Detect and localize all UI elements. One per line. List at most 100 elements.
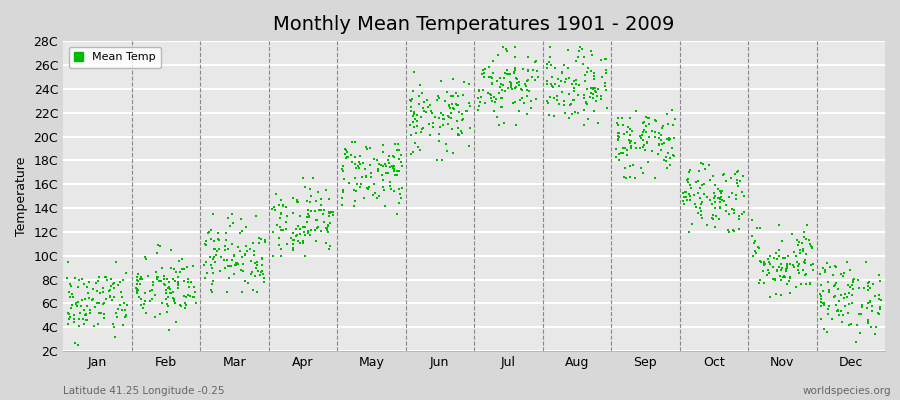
Point bbox=[730, 169, 744, 175]
Point bbox=[161, 294, 176, 300]
Point bbox=[185, 294, 200, 300]
Point bbox=[737, 193, 751, 199]
Point bbox=[279, 219, 293, 226]
Point bbox=[326, 209, 340, 216]
Point bbox=[540, 65, 554, 71]
Point bbox=[83, 310, 97, 316]
Point bbox=[266, 204, 281, 210]
Point bbox=[714, 190, 728, 196]
Point bbox=[376, 177, 391, 184]
Point bbox=[843, 267, 858, 273]
Point bbox=[688, 204, 703, 210]
Point bbox=[711, 186, 725, 192]
Point bbox=[617, 145, 632, 152]
Point bbox=[412, 101, 427, 108]
Point bbox=[634, 135, 648, 142]
Point bbox=[257, 274, 272, 281]
Point bbox=[166, 266, 181, 272]
Point bbox=[750, 225, 764, 232]
Point bbox=[79, 302, 94, 309]
Point bbox=[301, 214, 315, 220]
Point bbox=[244, 258, 258, 264]
Point bbox=[188, 288, 202, 295]
Point bbox=[132, 294, 147, 300]
Point bbox=[478, 65, 492, 72]
Point bbox=[106, 320, 121, 327]
Point bbox=[82, 278, 96, 285]
Point bbox=[72, 310, 86, 316]
Point bbox=[749, 249, 763, 256]
Point bbox=[254, 236, 268, 242]
Point bbox=[779, 260, 794, 267]
Point bbox=[708, 198, 723, 205]
Point bbox=[80, 284, 94, 290]
Point bbox=[727, 228, 742, 234]
Point bbox=[223, 222, 238, 229]
Point bbox=[635, 170, 650, 176]
Point bbox=[508, 44, 522, 50]
Point bbox=[814, 303, 828, 310]
Point bbox=[176, 292, 191, 299]
Point bbox=[519, 92, 534, 99]
Point bbox=[145, 287, 159, 293]
Point bbox=[624, 174, 638, 180]
Point bbox=[661, 121, 675, 127]
Point bbox=[678, 189, 692, 195]
Point bbox=[609, 146, 624, 152]
Point bbox=[791, 242, 806, 248]
Point bbox=[873, 304, 887, 310]
Point bbox=[75, 297, 89, 304]
Point bbox=[286, 246, 301, 253]
Point bbox=[74, 302, 88, 309]
Point bbox=[222, 263, 237, 270]
Point bbox=[831, 286, 845, 292]
Point bbox=[851, 277, 866, 283]
Point bbox=[220, 246, 235, 252]
Point bbox=[295, 224, 310, 230]
Point bbox=[406, 88, 420, 95]
Point bbox=[623, 162, 637, 169]
Point bbox=[561, 46, 575, 53]
Point bbox=[623, 138, 637, 144]
Point bbox=[684, 184, 698, 191]
Point bbox=[449, 90, 464, 96]
Point bbox=[133, 275, 148, 282]
Point bbox=[569, 58, 583, 64]
Point bbox=[624, 138, 638, 144]
Point bbox=[747, 240, 761, 246]
Point bbox=[520, 54, 535, 60]
Point bbox=[366, 156, 381, 162]
Point bbox=[390, 167, 404, 174]
Point bbox=[663, 155, 678, 161]
Point bbox=[651, 151, 665, 157]
Point bbox=[359, 172, 374, 179]
Point bbox=[370, 195, 384, 201]
Point bbox=[413, 147, 428, 153]
Point bbox=[311, 223, 326, 230]
Point bbox=[677, 194, 691, 200]
Point bbox=[235, 254, 249, 260]
Point bbox=[249, 288, 264, 295]
Point bbox=[64, 282, 78, 289]
Point bbox=[171, 281, 185, 287]
Point bbox=[100, 276, 114, 283]
Point bbox=[529, 68, 544, 74]
Point bbox=[488, 99, 502, 106]
Point bbox=[829, 264, 843, 270]
Point bbox=[529, 58, 544, 64]
Point bbox=[61, 316, 76, 322]
Point bbox=[778, 255, 792, 262]
Point bbox=[774, 266, 788, 273]
Point bbox=[436, 116, 450, 122]
Point bbox=[504, 82, 518, 88]
Point bbox=[861, 280, 876, 286]
Point bbox=[714, 194, 728, 200]
Point bbox=[785, 231, 799, 237]
Point bbox=[829, 280, 843, 286]
Point bbox=[694, 160, 708, 166]
Point bbox=[577, 92, 591, 98]
Point bbox=[319, 224, 333, 231]
Point bbox=[660, 164, 674, 171]
Point bbox=[483, 92, 498, 98]
Point bbox=[93, 310, 107, 316]
